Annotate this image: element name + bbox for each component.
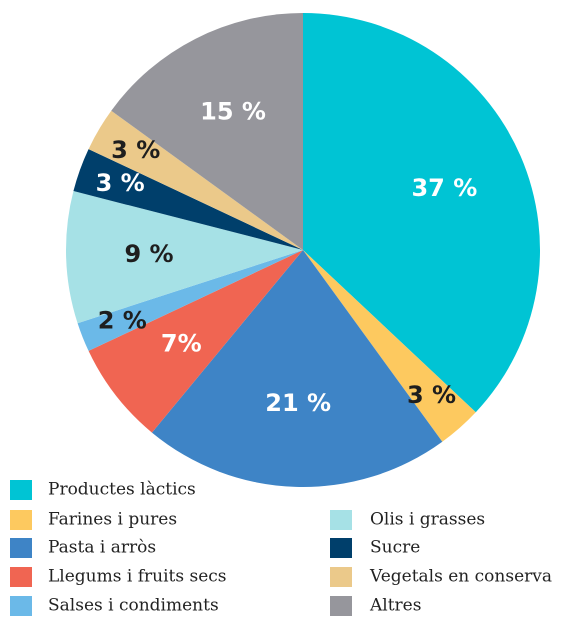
legend-label: Llegums i fruits secs bbox=[48, 567, 227, 587]
legend-label: Productes làctics bbox=[48, 480, 196, 500]
slice-label: 21 % bbox=[265, 389, 331, 417]
pie-slice bbox=[73, 149, 303, 250]
slice-label: 3 % bbox=[96, 169, 145, 197]
slice-label: 3 % bbox=[111, 136, 160, 164]
legend-label: Pasta i arròs bbox=[48, 538, 156, 558]
slice-label: 7% bbox=[161, 329, 202, 357]
slice-label: 9 % bbox=[124, 240, 173, 268]
legend-label: Salses i condiments bbox=[48, 596, 219, 616]
legend-swatch bbox=[10, 510, 32, 530]
legend-label: Altres bbox=[369, 596, 421, 616]
legend-label: Farines i pures bbox=[48, 510, 177, 530]
pie-slice bbox=[88, 250, 303, 433]
legend-swatch bbox=[330, 596, 352, 616]
pie-slice bbox=[151, 250, 443, 487]
slice-label: 37 % bbox=[411, 174, 477, 202]
pie-slice bbox=[65, 191, 303, 324]
slice-label: 15 % bbox=[200, 98, 266, 126]
pie-slice bbox=[88, 110, 303, 251]
legend-swatch bbox=[10, 596, 32, 616]
pie-slice bbox=[303, 13, 540, 413]
legend-label: Olis i grasses bbox=[370, 510, 485, 530]
legend-label: Vegetals en conserva bbox=[369, 567, 552, 587]
pie-slice bbox=[77, 250, 303, 351]
slice-label: 3 % bbox=[407, 381, 456, 409]
legend-swatch bbox=[330, 538, 352, 558]
legend-swatch bbox=[10, 567, 32, 587]
pie-slice bbox=[111, 13, 303, 250]
legend-swatch bbox=[330, 510, 352, 530]
slice-label: 2 % bbox=[98, 307, 147, 335]
legend-label: Sucre bbox=[370, 538, 420, 558]
legend-swatch bbox=[330, 567, 352, 587]
legend-swatch bbox=[10, 538, 32, 558]
pie-slice bbox=[303, 250, 476, 442]
legend-swatch bbox=[10, 480, 32, 500]
